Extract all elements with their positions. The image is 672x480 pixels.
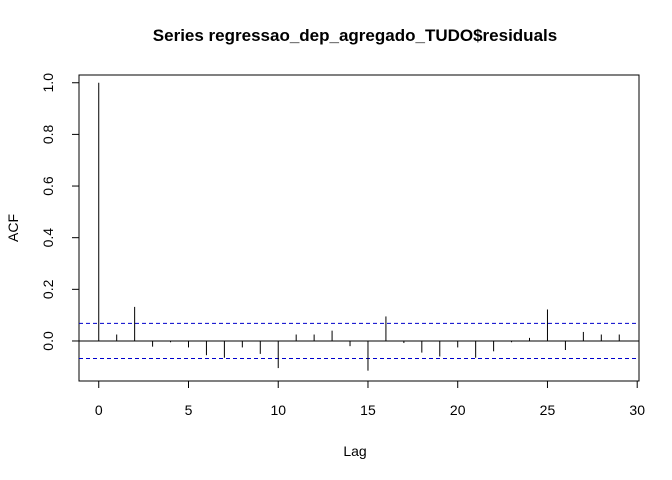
y-tick-label: 0.6 [40,176,56,196]
x-tick-label: 20 [450,402,466,418]
x-tick-label: 0 [95,402,103,418]
y-axis: 0.0 0.2 0.4 0.6 0.8 1.0 [40,73,80,351]
x-tick-label: 30 [629,402,645,418]
y-tick-label: 0.4 [40,228,56,248]
x-axis-label: Lag [343,443,366,459]
x-tick-label: 10 [270,402,286,418]
y-tick-label: 0.0 [40,331,56,351]
x-tick-label: 5 [185,402,193,418]
x-tick-label: 15 [360,402,376,418]
x-tick-label: 25 [540,402,556,418]
acf-series [79,82,639,371]
y-tick-label: 1.0 [40,73,56,93]
y-tick-label: 0.8 [40,124,56,144]
plot-frame [78,74,640,382]
y-tick-label: 0.2 [40,279,56,299]
chart-title: Series regressao_dep_agregado_TUDO$resid… [153,26,557,45]
y-axis-label: ACF [5,214,21,242]
x-axis: 0 5 10 15 20 25 30 [95,380,645,418]
